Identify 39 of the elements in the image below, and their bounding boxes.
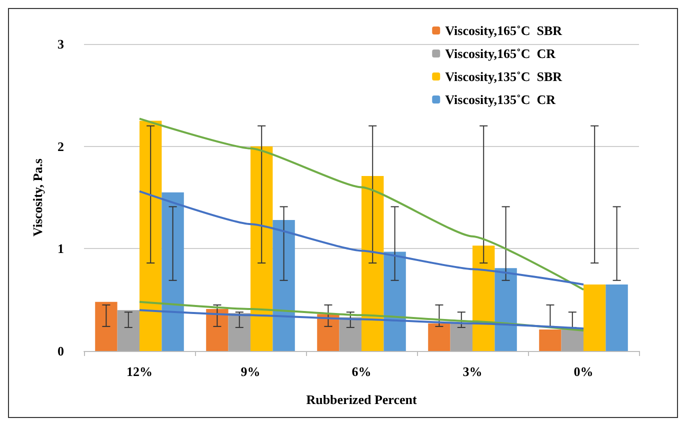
line-series [138,190,584,286]
y-tick-label: 2 [58,138,64,154]
bar [95,302,118,351]
bar [539,330,562,351]
bar [162,192,184,351]
bar [494,268,517,351]
bar [117,310,140,351]
legend-label: Viscosity,165˚C CR [445,46,556,61]
line-series [138,118,584,291]
bar [450,322,472,351]
bar [250,146,273,351]
x-tick-label: 6% [352,364,372,379]
bar [362,176,384,351]
bar [228,313,250,351]
bar [606,284,628,351]
y-axis-title: Viscosity, Pa.s [30,158,45,236]
legend-label: Viscosity,135˚C CR [445,92,556,107]
bar [140,120,162,351]
y-tick-label: 0 [58,344,64,358]
bar [428,323,450,351]
y-tick-label: 3 [58,36,64,52]
legend-label: Viscosity,165˚C SBR [445,23,563,38]
bar [339,317,362,351]
bar [272,220,295,351]
y-tick-label: 1 [58,241,64,256]
legend-label: Viscosity,135˚C SBR [445,69,563,84]
x-tick-label: 0% [574,364,594,379]
bar [384,252,406,351]
line-series [138,309,584,330]
x-axis-title: Rubberized Percent [306,392,418,407]
x-tick-label: 9% [240,364,260,379]
bar [472,246,495,351]
bar [206,309,228,351]
bar [561,328,584,351]
x-tick-label: 12% [126,364,152,379]
bar [317,314,340,351]
line-series [138,300,584,332]
bar [584,284,606,351]
x-tick-label: 3% [462,364,482,379]
